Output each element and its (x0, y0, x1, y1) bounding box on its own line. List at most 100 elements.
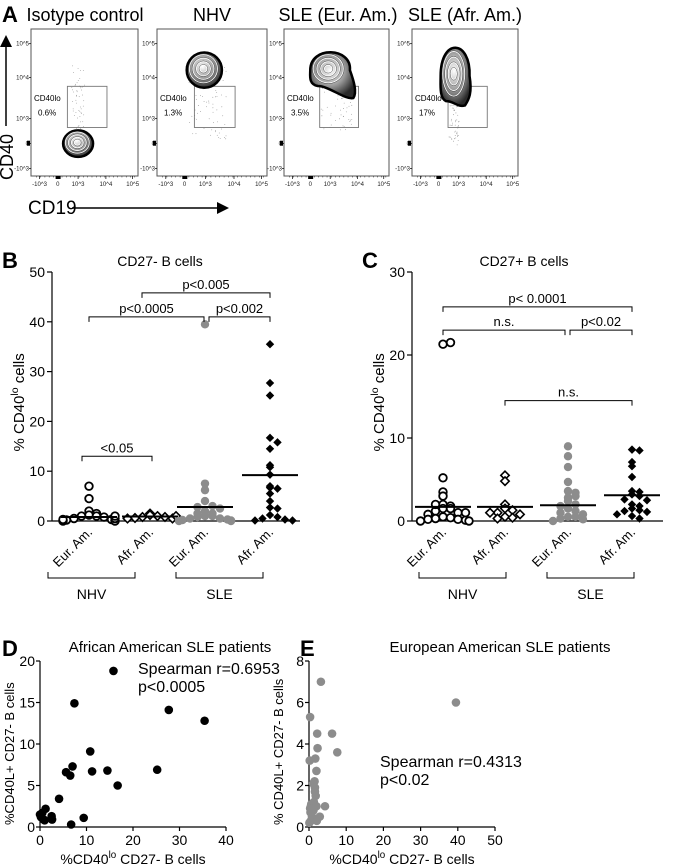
event-dot (212, 107, 214, 109)
data-point-black-diamond (258, 514, 267, 523)
event-dot (198, 105, 199, 106)
event-dot (79, 78, 81, 79)
data-point-black-diamond (265, 444, 275, 453)
event-dot (454, 135, 456, 136)
y-tick-label: 10^4 (142, 76, 155, 82)
data-point (313, 743, 322, 753)
event-dot (73, 91, 75, 93)
data-point (79, 813, 89, 823)
event-dot (225, 135, 227, 137)
data-point (316, 677, 326, 687)
event-dot (339, 118, 340, 120)
label-tail: cells (11, 353, 28, 387)
data-point-gray-circle (208, 511, 217, 521)
data-point-black-diamond (635, 446, 644, 455)
event-dot (350, 123, 352, 125)
event-dot (80, 128, 82, 130)
category-label: Eur. Am. (50, 525, 95, 570)
population-contour (312, 54, 344, 84)
event-dot (350, 102, 351, 103)
chart-c-cd27pos: CD27+ B cells 0 10 20 30 % CD40lo cells Eur. A… (369, 253, 663, 602)
event-dot (192, 133, 194, 135)
event-dot (324, 91, 325, 93)
event-dot (208, 102, 210, 104)
cd40lo-gate (193, 85, 236, 128)
event-dot (75, 95, 77, 97)
event-dot (351, 113, 352, 115)
series-0 (415, 337, 474, 526)
event-dot (76, 82, 78, 84)
event-dot (449, 124, 451, 126)
population-contour (195, 61, 211, 77)
y-axis-zero-marker (27, 140, 30, 146)
y-tick-label: 10^3 (16, 117, 29, 123)
population-contour (442, 51, 466, 97)
event-dot (455, 121, 456, 123)
event-dot (80, 106, 81, 108)
event-dot (203, 128, 205, 129)
event-dot (456, 133, 458, 135)
x-axis-label: %CD40lo CD27- B cells (60, 850, 205, 866)
data-point-gray-circle (226, 516, 236, 526)
data-point (87, 767, 97, 776)
significance-bracket (141, 292, 271, 298)
category-label: Eur. Am. (166, 525, 211, 570)
gate-percent: 17% (419, 109, 435, 118)
event-dot (221, 94, 223, 96)
data-point-gray-circle (200, 511, 210, 521)
label-main: % CD40 (371, 396, 388, 452)
event-dot (350, 119, 351, 121)
gate-label: CD40lo (415, 94, 442, 103)
label-tail: CD27- B cells (116, 851, 205, 866)
event-dot (76, 91, 78, 93)
population-contour (188, 54, 218, 84)
panel-letter-a: A (2, 2, 18, 27)
data-point-black-diamond (280, 515, 290, 524)
event-dot (342, 98, 344, 100)
series-0 (58, 481, 120, 526)
significance-label: <0.05 (101, 440, 134, 455)
x-tick-label: 50 (487, 832, 503, 848)
event-dot (75, 102, 77, 104)
x-tick-label: 10^3 (199, 182, 212, 188)
x-tick-label: -10^3 (413, 182, 428, 188)
event-dot (196, 118, 197, 120)
data-point-gray-circle (571, 491, 580, 501)
event-dot (224, 137, 226, 138)
x-tick-label: 40 (450, 832, 466, 848)
event-dot (83, 114, 85, 116)
data-point-open-diamond (514, 509, 526, 520)
event-dot (195, 95, 197, 96)
x-tick-label: 10^5 (506, 182, 519, 188)
event-dot (208, 100, 210, 102)
event-dot (321, 88, 323, 89)
population-contour (315, 57, 341, 81)
significance-label: p<0.0005 (119, 301, 174, 316)
y-tick-label: -10^3 (14, 167, 29, 173)
data-point (65, 771, 75, 780)
event-dot (79, 116, 81, 118)
event-dot (222, 115, 224, 117)
y-tick-label: 4 (296, 736, 304, 752)
x-axis-zero-marker (55, 176, 61, 179)
label-tail: CD27- B cells (385, 851, 474, 866)
event-dot (78, 96, 80, 98)
x-tick-label: 30 (413, 832, 429, 848)
population-contour (191, 57, 215, 81)
event-dot (72, 101, 74, 103)
chart-title: African American SLE patients (69, 639, 272, 656)
data-point-gray-circle (200, 485, 210, 495)
event-dot (450, 125, 452, 126)
event-dot (77, 126, 79, 127)
x-axis-zero-marker (436, 176, 442, 179)
event-dot (456, 119, 458, 121)
x-tick-label: 10^3 (324, 182, 337, 188)
x-tick-label: 10^3 (452, 182, 465, 188)
significance-bracket (81, 455, 153, 462)
event-dot (208, 118, 210, 120)
y-tick-label: 10^4 (16, 76, 29, 82)
significance-label: p< 0.0001 (508, 291, 566, 306)
event-dot (195, 133, 197, 135)
event-dot (78, 110, 80, 112)
series-1 (484, 470, 526, 524)
